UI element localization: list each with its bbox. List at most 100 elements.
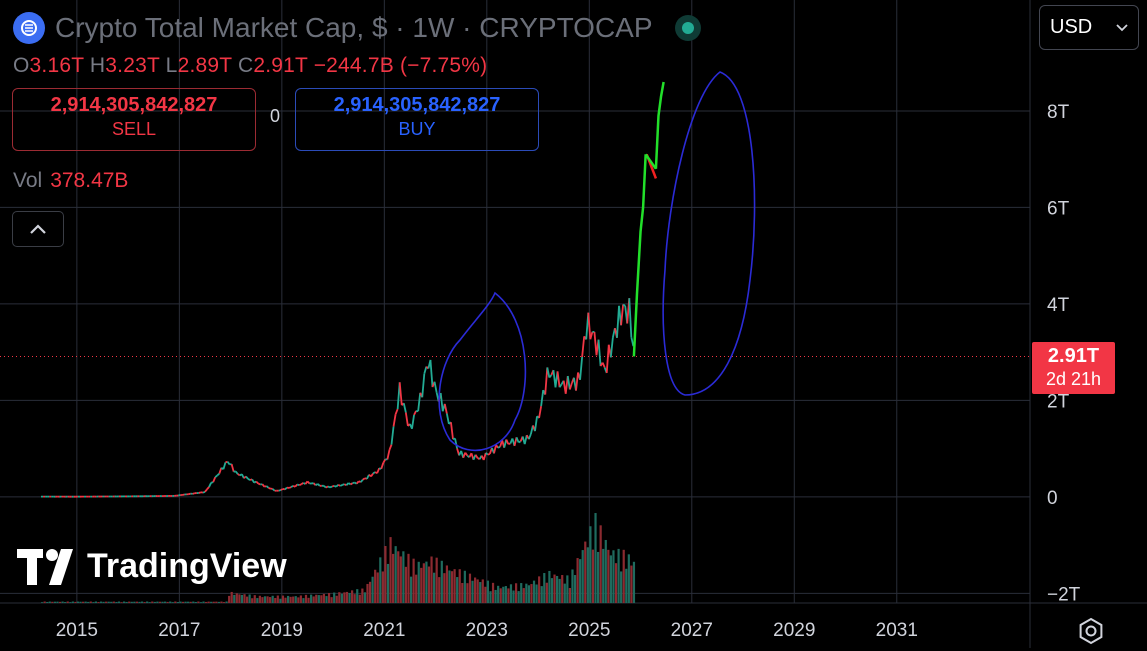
price-segment <box>215 475 217 477</box>
volume-bar <box>474 578 476 603</box>
volume-bar <box>492 583 494 603</box>
volume-bar <box>351 590 353 603</box>
y-tick-label: 4T <box>1047 295 1070 316</box>
price-segment <box>406 413 408 426</box>
price-segment <box>289 487 291 488</box>
volume-bar <box>415 575 417 603</box>
buy-button[interactable]: 2,914,305,842,827 BUY <box>295 88 539 151</box>
volume-bar <box>597 552 599 603</box>
volume-bar <box>356 589 358 603</box>
volume-bar <box>520 583 522 603</box>
volume-bar <box>592 550 594 603</box>
volume-value: 378.47B <box>50 169 128 192</box>
price-segment <box>340 485 342 486</box>
volume-bar <box>528 585 530 603</box>
volume-bar <box>405 567 407 603</box>
volume-bar <box>413 559 415 603</box>
volume-bar <box>341 594 343 603</box>
volume-bar <box>523 588 525 603</box>
volume-bar <box>530 584 532 603</box>
volume-bar <box>602 549 604 603</box>
volume-bar <box>441 561 443 603</box>
x-tick-label: 2017 <box>158 620 200 641</box>
price-segment <box>441 393 443 411</box>
volume-bar <box>389 537 391 603</box>
price-segment <box>599 340 601 366</box>
volume-bar <box>446 565 448 603</box>
y-tick-label: 2T <box>1047 391 1070 412</box>
price-segment <box>295 484 297 486</box>
symbol-legend[interactable]: Crypto Total Market Cap, $ · 1W · CRYPTO… <box>13 10 701 46</box>
volume-bar <box>331 597 333 603</box>
price-segment <box>258 484 260 485</box>
volume-bar <box>325 596 327 603</box>
price-segment <box>631 337 633 346</box>
price-segment <box>494 445 496 453</box>
currency-value: USD <box>1050 16 1092 39</box>
volume-bar <box>571 569 573 603</box>
price-segment <box>545 367 547 394</box>
price-segment <box>412 415 414 429</box>
price-segment <box>361 480 363 482</box>
buy-price: 2,914,305,842,827 <box>296 94 538 117</box>
price-segment <box>199 492 201 493</box>
price-segment <box>228 462 230 465</box>
volume-bar <box>546 583 548 603</box>
chevron-down-icon <box>1116 24 1128 32</box>
volume-bar <box>556 576 558 603</box>
price-segment <box>266 486 268 488</box>
volume-bar <box>512 591 514 603</box>
volume-bar <box>425 562 427 603</box>
volume-bar <box>323 594 325 603</box>
volume-bar <box>589 526 591 603</box>
y-tick-label: 0 <box>1047 488 1058 509</box>
y-tick-label: −2T <box>1047 584 1081 605</box>
price-segment <box>529 434 531 439</box>
x-tick-label: 2029 <box>773 620 815 641</box>
price-segment <box>414 411 416 415</box>
price-segment <box>422 374 424 397</box>
price-segment <box>400 382 402 405</box>
volume-bar <box>369 582 371 603</box>
spread-value: 0 <box>270 106 280 127</box>
price-segment <box>193 493 195 494</box>
price-series <box>41 298 633 496</box>
svg-text:TradingView: TradingView <box>87 547 287 585</box>
volume-bar <box>320 595 322 603</box>
volume-bar <box>366 584 368 603</box>
high-label: H <box>90 54 105 77</box>
price-segment <box>269 488 271 489</box>
open-label: O <box>13 54 30 77</box>
volume-bar <box>451 571 453 603</box>
price-segment <box>541 390 543 406</box>
price-segment <box>279 490 281 491</box>
collapse-legend-button[interactable] <box>12 211 64 247</box>
price-segment <box>205 489 207 492</box>
last-price-tag: 2.91T 2d 21h <box>1032 342 1115 394</box>
volume-bar <box>348 593 350 603</box>
price-segment <box>383 459 385 462</box>
volume-bar <box>489 591 491 603</box>
sell-label: SELL <box>13 119 255 140</box>
price-segment <box>576 372 578 390</box>
currency-select[interactable]: USD <box>1039 5 1139 50</box>
volume-bar <box>397 551 399 603</box>
sell-button[interactable]: 2,914,305,842,827 SELL <box>12 88 256 151</box>
price-segment <box>363 478 365 480</box>
volume-bar <box>576 558 578 603</box>
x-tick-label: 2023 <box>466 620 508 641</box>
price-segment <box>338 485 340 486</box>
volume-bar <box>553 575 555 603</box>
market-status-icon[interactable] <box>675 15 701 41</box>
price-segment <box>285 488 287 490</box>
x-tick-label: 2019 <box>261 620 303 641</box>
price-segment <box>314 483 316 485</box>
volume-bar <box>361 589 363 603</box>
price-segment <box>465 453 467 456</box>
volume-bar <box>384 546 386 603</box>
settings-button[interactable] <box>1076 616 1106 646</box>
volume-bar <box>377 572 379 603</box>
volume-bar <box>443 573 445 603</box>
